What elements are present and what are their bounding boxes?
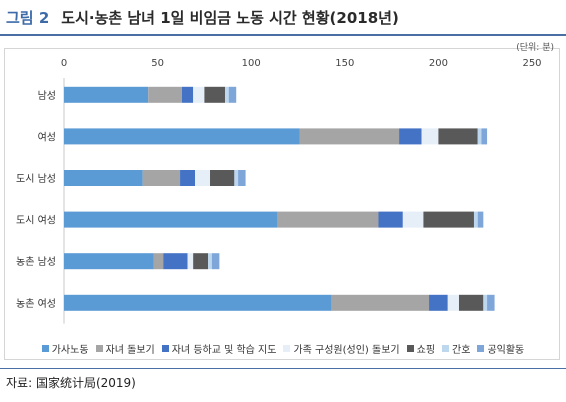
bar-segment	[64, 86, 149, 103]
bar-segment	[299, 128, 400, 145]
bar-segment	[402, 211, 424, 228]
bar-segment	[421, 128, 439, 145]
bar-segment	[481, 128, 488, 145]
legend-swatch	[95, 344, 103, 352]
legend-label: 가사노동	[51, 344, 89, 356]
bar-segment	[224, 86, 229, 103]
category-label: 여성	[38, 131, 56, 143]
bar-segment	[228, 86, 237, 103]
legend-label: 자녀 등하교 및 학습 지도	[171, 344, 277, 356]
bar-segment	[429, 294, 448, 311]
legend-swatch	[41, 344, 49, 352]
bar-segment	[473, 211, 478, 228]
x-tick-label: 50	[151, 58, 164, 69]
bar-segment	[477, 211, 484, 228]
legend-label: 가족 구성원(성인) 돌보기	[293, 344, 400, 356]
bar-segment	[487, 294, 495, 311]
bar-segment	[193, 86, 205, 103]
x-tick-label: 150	[335, 58, 354, 69]
bar-segment	[64, 170, 143, 186]
source-note: 자료: 国家统计局(2019)	[0, 368, 566, 398]
category-label: 농촌 여성	[16, 298, 56, 310]
category-label: 도시 여성	[16, 215, 56, 227]
legend-item: 가사노동	[41, 341, 89, 356]
unit-label: (단위: 분)	[516, 43, 554, 53]
bar-segment	[64, 128, 300, 145]
bar-segment	[208, 253, 212, 270]
bar-segment	[195, 170, 211, 186]
legend-label: 쇼핑	[416, 344, 436, 356]
bar-segment	[277, 211, 379, 228]
figure-label: 그림 2	[6, 8, 50, 27]
legend-swatch	[161, 344, 169, 352]
bar-segment	[148, 86, 182, 103]
bar-segment	[399, 128, 422, 145]
chart-legend: 가사노동 자녀 돌보기 자녀 등하교 및 학습 지도 가족 구성원(성인) 돌보기 쇼핑…	[0, 340, 566, 356]
bar-segment	[187, 253, 194, 270]
legend-item: 자녀 등하교 및 학습 지도	[161, 341, 277, 356]
category-label: 도시 남성	[16, 173, 56, 185]
bar-segment	[153, 253, 164, 270]
legend-label: 간호	[452, 344, 471, 356]
bar-segment	[378, 211, 403, 228]
bar-segment	[447, 294, 459, 311]
figure-title-bar: 그림 2 도시·농촌 남녀 1일 비임금 노동 시간 현황(2018년)	[0, 0, 566, 36]
legend-swatch	[283, 344, 291, 352]
legend-item: 간호	[442, 341, 470, 356]
legend-swatch	[442, 344, 450, 352]
chart-frame	[4, 48, 560, 360]
bar-segment	[163, 253, 188, 270]
bar-segment	[180, 170, 196, 186]
bar-segment	[64, 294, 332, 311]
legend-item: 가족 구성원(성인) 돌보기	[283, 341, 400, 356]
x-tick-label: 0	[61, 58, 67, 69]
legend-item: 쇼핑	[406, 341, 436, 356]
bar-segment	[423, 211, 474, 228]
figure-title: 도시·농촌 남녀 1일 비임금 노동 시간 현황(2018년)	[61, 8, 399, 27]
category-label: 남성	[38, 90, 56, 102]
bar-segment	[210, 170, 235, 186]
x-tick-label: 250	[522, 58, 541, 69]
bar-segment	[438, 128, 478, 145]
bar-segment	[458, 294, 484, 311]
x-tick-label: 200	[429, 58, 448, 69]
bar-segment	[181, 86, 194, 103]
bar-segment	[234, 170, 239, 186]
bar-segment	[64, 253, 154, 270]
legend-swatch	[406, 344, 414, 352]
bar-segment	[331, 294, 430, 311]
bar-segment	[483, 294, 488, 311]
bar-segment	[64, 211, 278, 228]
legend-item: 공익활동	[477, 341, 524, 356]
bar-segment	[238, 170, 246, 186]
bar-segment	[204, 86, 225, 103]
bar-segment	[193, 253, 209, 270]
legend-label: 공익활동	[487, 344, 525, 356]
legend-label: 자녀 돌보기	[105, 344, 155, 356]
bar-segment	[142, 170, 181, 186]
legend-item: 자녀 돌보기	[95, 341, 155, 356]
legend-swatch	[477, 344, 485, 352]
x-tick-label: 100	[242, 58, 261, 69]
bar-segment	[211, 253, 220, 270]
category-label: 농촌 남성	[16, 256, 56, 268]
bar-segment	[477, 128, 482, 145]
